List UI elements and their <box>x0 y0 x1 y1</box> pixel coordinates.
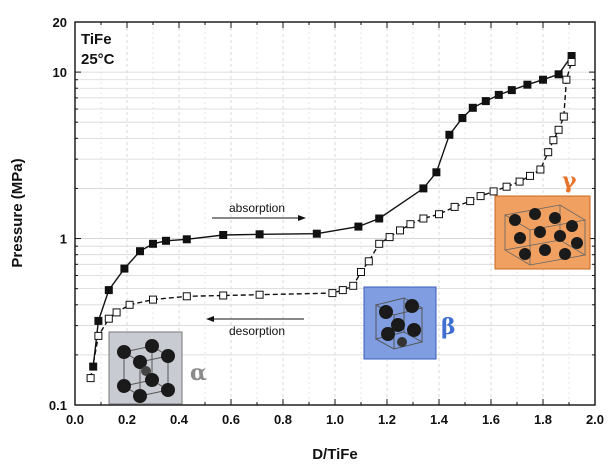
desorption-point <box>396 226 404 235</box>
alpha-phase-label: α <box>190 360 207 386</box>
y-tick-label: 1 <box>60 232 67 247</box>
x-tick-label: 0.2 <box>118 412 136 427</box>
desorption-point <box>567 58 576 66</box>
axis-ticks <box>74 22 596 405</box>
desorption-point <box>526 171 534 180</box>
absorption-point <box>136 247 144 256</box>
x-tick-label: 1.4 <box>430 412 449 427</box>
series-absorption <box>89 52 576 371</box>
desorption-point <box>112 308 121 317</box>
absorption-point <box>458 114 467 122</box>
absorption-point <box>120 264 129 273</box>
x-tick-label: 2.0 <box>586 412 604 427</box>
desorption-point <box>559 112 568 121</box>
desorption-point <box>419 214 428 223</box>
beta-phase-crystal-icon <box>363 286 437 360</box>
absorption-point <box>432 168 441 177</box>
absorption-annotation: absorption <box>212 201 306 221</box>
absorption-label: absorption <box>229 201 285 215</box>
absorption-point <box>219 231 228 239</box>
desorption-point <box>149 295 157 304</box>
y-tick-label: 20 <box>53 15 67 30</box>
x-tick-label: 1.6 <box>482 412 500 427</box>
desorption-point <box>328 289 337 298</box>
series-layer <box>86 52 576 383</box>
temperature-label: 25°C <box>81 51 115 68</box>
absorption-point <box>507 86 516 95</box>
x-tick-label: 0.4 <box>170 412 189 427</box>
x-axis-title: D/TiFe <box>312 446 358 463</box>
x-tick-label: 1.8 <box>534 412 552 427</box>
alpha-phase-crystal-icon <box>108 331 183 405</box>
absorption-point <box>312 229 321 238</box>
x-tick-label: 0.8 <box>274 412 292 427</box>
absorption-point <box>523 80 532 89</box>
absorption-arrowhead-icon <box>298 215 306 221</box>
desorption-point <box>549 136 558 145</box>
gamma-phase-label: γ <box>562 168 577 194</box>
desorption-point <box>476 192 485 201</box>
absorption-point <box>539 75 547 84</box>
desorption-point <box>502 182 511 191</box>
absorption-point <box>419 184 428 193</box>
gamma-phase-crystal-icon <box>494 195 591 270</box>
y-tick-label: 10 <box>53 65 67 80</box>
absorption-point <box>255 230 264 239</box>
absorption-point <box>481 97 490 106</box>
desorption-point <box>357 268 365 276</box>
y-tick-labels: 0.1 1 10 20 <box>49 15 67 413</box>
desorption-arrowhead-icon <box>206 316 214 322</box>
desorption-annotation: desorption <box>206 316 304 338</box>
absorption-point <box>149 239 157 248</box>
desorption-point <box>338 286 347 295</box>
desorption-point <box>544 148 553 157</box>
desorption-point <box>515 177 524 186</box>
y-axis-title: Pressure (MPa) <box>9 158 26 267</box>
absorption-point <box>445 130 454 139</box>
desorption-point <box>406 220 415 229</box>
desorption-point <box>375 239 384 248</box>
desorption-point <box>536 165 545 174</box>
desorption-point <box>450 202 459 211</box>
desorption-point <box>435 210 443 219</box>
y-tick-label: 0.1 <box>49 398 67 413</box>
x-tick-label: 1.0 <box>326 412 344 427</box>
desorption-line <box>89 61 573 379</box>
desorption-point <box>364 257 373 266</box>
absorption-point <box>354 222 363 231</box>
desorption-point <box>385 233 394 242</box>
absorption-point <box>554 70 563 79</box>
absorption-point <box>162 236 170 245</box>
absorption-point <box>94 316 103 325</box>
desorption-point <box>219 291 228 300</box>
x-tick-label: 0.6 <box>222 412 240 427</box>
series-desorption <box>86 58 576 383</box>
x-tick-label: 1.2 <box>378 412 396 427</box>
desorption-point <box>489 187 498 196</box>
sample-label: TiFe <box>81 31 112 48</box>
absorption-point <box>182 235 191 244</box>
desorption-point <box>182 292 191 301</box>
desorption-point <box>86 374 95 383</box>
x-tick-label: 0.0 <box>66 412 84 427</box>
beta-phase-label: β <box>441 314 456 340</box>
absorption-point <box>494 90 503 99</box>
desorption-point <box>255 290 264 299</box>
desorption-point <box>125 300 134 309</box>
absorption-point <box>468 103 477 112</box>
absorption-point <box>375 214 384 223</box>
desorption-label: desorption <box>229 324 285 338</box>
x-tick-labels: 0.0 0.2 0.4 0.6 0.8 1.0 1.2 1.4 1.6 1.8 2.0 <box>66 412 604 427</box>
desorption-point <box>554 125 563 134</box>
desorption-point <box>349 281 358 290</box>
absorption-point <box>104 286 113 295</box>
desorption-point <box>466 197 475 206</box>
desorption-point <box>562 75 571 84</box>
desorption-point <box>104 314 113 323</box>
desorption-point <box>94 331 103 340</box>
